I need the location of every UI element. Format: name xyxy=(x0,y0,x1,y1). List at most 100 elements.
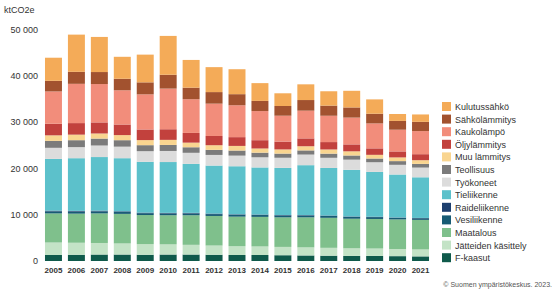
legend-swatch xyxy=(442,215,451,224)
bar-segment xyxy=(343,170,360,217)
bar-segment xyxy=(45,159,62,211)
bar-segment xyxy=(137,129,154,140)
bar-segment xyxy=(297,215,314,217)
bar-segment xyxy=(389,165,406,175)
bar-segment xyxy=(68,140,85,147)
bar-segment xyxy=(229,69,246,94)
bar-segment xyxy=(229,105,246,137)
bar-segment xyxy=(91,133,108,138)
chart-container: 010 00020 00030 00040 00050 000ktCO2e200… xyxy=(0,0,556,291)
x-tick-label: 2017 xyxy=(320,266,338,275)
bar-segment xyxy=(183,213,200,215)
bar-segment xyxy=(91,139,108,146)
legend-swatch xyxy=(442,165,451,174)
bar-segment xyxy=(412,256,429,261)
bar-segment xyxy=(320,149,337,153)
bar-segment xyxy=(206,92,223,104)
bar-segment xyxy=(366,99,383,113)
bar-segment xyxy=(320,116,337,142)
bar-segment xyxy=(160,75,177,89)
legend-label: F-kaasut xyxy=(455,253,491,263)
bar-segment xyxy=(389,151,406,157)
bar-segment xyxy=(45,58,62,81)
bar-segment xyxy=(343,118,360,145)
bar-segment xyxy=(366,172,383,217)
y-axis: 010 00020 00030 00040 00050 000 xyxy=(10,25,38,266)
bar-segment xyxy=(343,248,360,256)
legend-swatch xyxy=(442,203,451,212)
x-tick-label: 2008 xyxy=(113,266,131,275)
bar-segment xyxy=(412,114,429,121)
bar-segment xyxy=(68,72,85,84)
bar-segment xyxy=(114,214,131,244)
bar-segment xyxy=(412,164,429,168)
bar-segment xyxy=(183,133,200,143)
x-tick-label: 2011 xyxy=(182,266,200,275)
bar-segment xyxy=(251,83,268,101)
bar-segment xyxy=(45,81,62,92)
bar-segment xyxy=(160,162,177,213)
bar-segment xyxy=(160,244,177,254)
bar-segment xyxy=(45,141,62,148)
bar-segment xyxy=(251,101,268,111)
chart: 010 00020 00030 00040 00050 000ktCO2e200… xyxy=(0,0,556,291)
bar-segment xyxy=(114,243,131,254)
bar-segment xyxy=(229,255,246,261)
bar-segment xyxy=(137,255,154,261)
bar-segment xyxy=(320,248,337,256)
bar-segment xyxy=(183,164,200,213)
bar-segment xyxy=(412,177,429,218)
bar-segment xyxy=(297,146,314,150)
legend-label: Työkoneet xyxy=(455,178,497,188)
bar-segment xyxy=(160,36,177,75)
bar-segment xyxy=(366,249,383,256)
bar-segment xyxy=(412,220,429,250)
bar-segment xyxy=(297,165,314,215)
bar-segment xyxy=(389,114,406,121)
y-tick-label: 10 000 xyxy=(10,210,38,220)
bar-segment xyxy=(412,131,429,154)
bar-segment xyxy=(91,243,108,255)
bar-segment xyxy=(137,162,154,213)
bar-segment xyxy=(389,218,406,220)
bar-segment xyxy=(183,153,200,164)
bar-segment xyxy=(229,94,246,105)
x-tick-label: 2014 xyxy=(251,266,269,275)
bar-segment xyxy=(251,246,268,255)
bar-segment xyxy=(183,60,200,88)
bar-segment xyxy=(91,84,108,122)
bar-segment xyxy=(274,116,291,142)
legend-swatch xyxy=(442,241,451,250)
bar-segment xyxy=(183,143,200,148)
bar-segment xyxy=(366,123,383,148)
y-tick-label: 30 000 xyxy=(10,117,38,127)
bar-segment xyxy=(389,256,406,261)
x-tick-label: 2006 xyxy=(68,266,86,275)
x-axis: 2005200620072008200920102011201220132014… xyxy=(45,266,430,275)
bar-segment xyxy=(68,147,85,158)
bar-segment xyxy=(251,157,268,167)
bars xyxy=(45,35,429,261)
bar-segment xyxy=(343,91,360,108)
bar-segment xyxy=(137,145,154,151)
source-note: © Suomen ympäristökeskus. 2023. xyxy=(443,281,552,289)
bar-segment xyxy=(412,249,429,256)
bar-segment xyxy=(229,166,246,214)
bar-segment xyxy=(137,140,154,145)
bar-segment xyxy=(68,214,85,243)
y-tick-label: 20 000 xyxy=(10,164,38,174)
legend-swatch xyxy=(442,115,451,124)
bar-segment xyxy=(206,104,223,136)
bar-segment xyxy=(412,218,429,220)
legend-label: Teollisuus xyxy=(455,165,495,175)
bar-segment xyxy=(68,243,85,255)
bar-segment xyxy=(366,217,383,219)
bar-segment xyxy=(251,215,268,217)
bar-segment xyxy=(251,149,268,153)
bar-segment xyxy=(114,140,131,146)
legend-swatch xyxy=(442,102,451,111)
x-tick-label: 2018 xyxy=(343,266,361,275)
bar-segment xyxy=(206,246,223,255)
bar-segment xyxy=(320,154,337,158)
bar-segment xyxy=(45,148,62,159)
